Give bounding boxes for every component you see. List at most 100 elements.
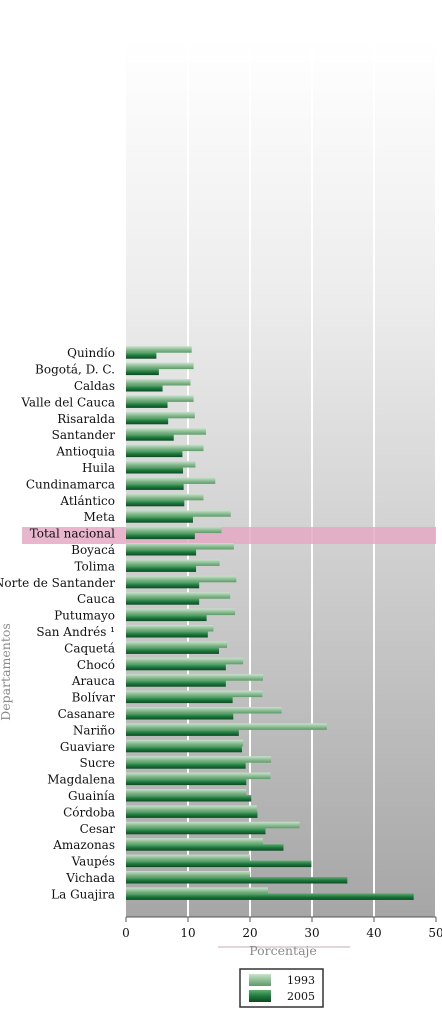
category-label: Vaupés — [71, 855, 115, 869]
bar-2005 — [126, 614, 207, 622]
bar-1993 — [126, 592, 231, 599]
bar-1993 — [126, 756, 272, 763]
x-tick-labels: 0 10 20 30 40 50 — [122, 917, 442, 940]
bar-2005 — [126, 352, 157, 359]
bar-2005 — [126, 631, 208, 638]
bar-1993 — [126, 690, 263, 698]
x-tick-label: 0 — [122, 926, 130, 940]
bar-2005 — [126, 385, 163, 392]
x-tick-label: 50 — [428, 926, 442, 940]
bar-1993 — [126, 362, 194, 370]
category-label: Nariño — [73, 723, 115, 737]
bars — [126, 346, 414, 900]
category-label: Caldas — [74, 379, 115, 393]
bar-2005 — [126, 663, 226, 671]
category-label: Magdalena — [47, 773, 115, 787]
bar-2005 — [126, 598, 200, 605]
bar-2005 — [126, 467, 184, 474]
x-tick-label: 20 — [242, 926, 257, 940]
legend-label-1993: 1993 — [287, 974, 315, 987]
legend-label-2005: 2005 — [287, 990, 315, 1003]
bar-2005 — [126, 532, 195, 540]
bar-1993 — [126, 346, 192, 353]
category-label: La Guajira — [51, 887, 115, 901]
bar-2005 — [126, 581, 200, 589]
bar-1993 — [126, 526, 222, 534]
bar-1993 — [126, 821, 300, 829]
y-axis-label: Departamentos — [0, 623, 13, 721]
category-label: Arauca — [71, 674, 115, 688]
category-label: Putumayo — [54, 609, 115, 623]
bar-2005 — [126, 549, 197, 556]
bar-1993 — [126, 559, 220, 566]
bar-1993 — [126, 493, 204, 501]
bar-1993 — [126, 608, 236, 616]
bar-1993 — [126, 625, 214, 632]
category-label: Vichada — [65, 871, 115, 885]
total-nacional-highlight — [22, 527, 436, 544]
x-tick-label: 10 — [180, 926, 195, 940]
category-label: Meta — [84, 510, 115, 524]
category-label: Cauca — [77, 592, 115, 606]
bar-1993 — [126, 772, 271, 780]
category-label: Amazonas — [52, 838, 115, 852]
bar-1993 — [126, 805, 257, 812]
bar-1993 — [126, 739, 244, 747]
bar-1993 — [126, 674, 264, 681]
bar-2005 — [126, 827, 266, 835]
bar-2005 — [126, 450, 183, 458]
bar-2005 — [126, 647, 219, 654]
bar-2005 — [126, 368, 159, 376]
bar-2005 — [126, 778, 247, 786]
bar-1993 — [126, 428, 206, 435]
bar-2005 — [126, 401, 168, 408]
x-axis-label: Porcentaje — [249, 943, 317, 958]
bar-1993 — [126, 707, 282, 714]
bar-2005 — [126, 893, 414, 900]
grid — [187, 40, 437, 917]
bar-1993 — [126, 789, 247, 796]
category-label: Risaralda — [57, 412, 115, 426]
bar-2005 — [126, 811, 258, 818]
category-label: Total nacional — [30, 527, 115, 541]
category-label: Antioquia — [55, 445, 115, 459]
bar-1993 — [126, 657, 244, 665]
bar-2005 — [126, 729, 239, 736]
category-label: Bolívar — [72, 691, 116, 705]
bar-1993 — [126, 854, 250, 862]
bar-2005 — [126, 795, 252, 802]
category-label: Huila — [82, 461, 115, 475]
legend-swatch-1993 — [249, 974, 271, 986]
bar-1993 — [126, 871, 250, 878]
bar-2005 — [126, 762, 246, 769]
category-label: Boyacá — [71, 543, 115, 557]
category-label: Caquetá — [64, 641, 115, 655]
category-label: Guainía — [68, 789, 115, 803]
category-label: Santander — [52, 428, 116, 442]
bar-1993 — [126, 510, 231, 517]
bar-2005 — [126, 417, 169, 425]
bar-1993 — [126, 575, 237, 583]
bar-1993 — [126, 477, 216, 484]
bar-2005 — [126, 713, 234, 720]
category-labels: Quindío Bogotá, D. C. Caldas Valle del Cauc… — [0, 346, 115, 901]
bar-1993 — [126, 838, 264, 845]
category-label: Valle del Cauca — [20, 395, 115, 409]
bar-1993 — [126, 444, 204, 452]
bar-1993 — [126, 723, 327, 730]
category-label: Casanare — [58, 707, 115, 721]
category-label: Sucre — [79, 756, 115, 770]
bar-1993 — [126, 461, 196, 468]
category-label: Atlántico — [59, 494, 115, 508]
bar-2005 — [126, 860, 312, 868]
bar-2005 — [126, 516, 193, 523]
category-label: Norte de Santander — [0, 576, 115, 590]
bar-2005 — [126, 565, 197, 572]
bar-2005 — [126, 680, 226, 687]
category-label: Córdoba — [63, 805, 115, 819]
category-label: Chocó — [77, 658, 115, 672]
bar-1993 — [126, 543, 234, 550]
bar-2005 — [126, 745, 242, 753]
category-label: Quindío — [67, 346, 115, 360]
